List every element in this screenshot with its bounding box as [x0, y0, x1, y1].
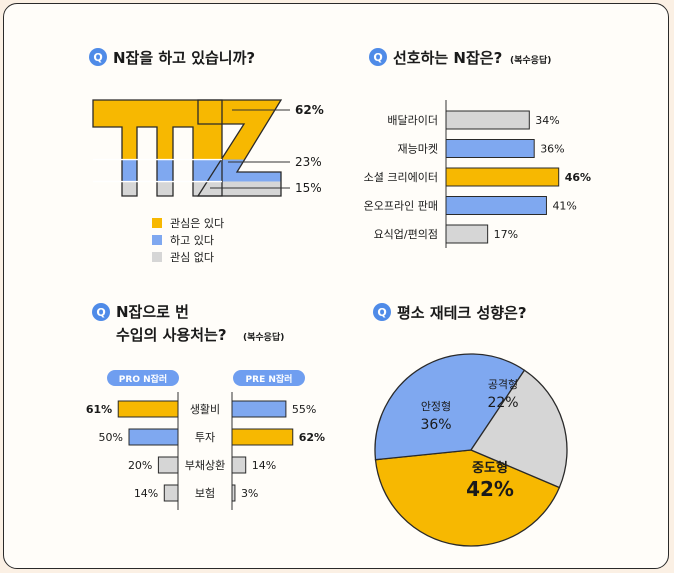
preferred-category-label-2: 재능마켓	[398, 143, 438, 156]
usage-value-label-pre-3: 14%	[252, 459, 276, 472]
usage-category-label-3: 부채상환	[185, 459, 225, 472]
pie-value-label-1: 42%	[466, 477, 514, 501]
preferred-bar-2	[445, 139, 535, 158]
preferred-category-label-5: 요식업/편의점	[374, 228, 438, 241]
q-badge-mz-circle	[89, 48, 107, 66]
mz-value-label-3: 15%	[295, 181, 322, 195]
preferred-bar-4	[445, 196, 547, 215]
usage-bar-pro-3	[157, 456, 179, 474]
usage-bar-pre-4	[231, 484, 236, 502]
usage-value-label-pro-4: 14%	[134, 487, 158, 500]
pie-slice-1	[374, 449, 561, 547]
mz-legend-label-1: 관심은 있다	[170, 217, 224, 230]
pie-value-label-3: 22%	[487, 395, 518, 411]
q-badge-preferred-letter: Q	[373, 51, 382, 64]
usage-pill-pro-label: PRO N잡러	[119, 373, 167, 385]
usage-bar-pre-2	[231, 428, 294, 446]
preferred-bar-3	[445, 167, 560, 187]
mz-legend-swatch-1	[152, 218, 162, 228]
usage-category-label-1: 생활비	[190, 402, 220, 416]
mz-band-interested	[93, 100, 281, 160]
pie-label-2: 안정형	[421, 400, 451, 413]
preferred-value-label-4: 41%	[552, 200, 576, 213]
q-badge-preferred-circle	[369, 48, 387, 66]
preferred-value-label-2: 36%	[540, 143, 564, 156]
usage-pill-pre-label: PRE N잡러	[246, 373, 293, 385]
usage-title-line2: 수입의 사용처는?	[116, 326, 227, 344]
pie-slice-3	[470, 369, 568, 489]
preferred-title: 선호하는 N잡은?	[393, 49, 502, 67]
preferred-category-label-1: 배달라이더	[387, 114, 438, 127]
mz-band-doing	[93, 159, 281, 182]
usage-value-label-pro-1: 61%	[86, 403, 112, 416]
preferred-value-label-3: 46%	[565, 171, 591, 184]
mz-legend-label-3: 관심 없다	[170, 251, 214, 264]
q-badge-invest-circle	[373, 303, 391, 321]
pie-value-label-2: 36%	[420, 417, 451, 433]
q-badge-invest-letter: Q	[377, 306, 386, 319]
pie-slice-2	[374, 353, 526, 461]
usage-title-line1: N잡으로 번	[116, 303, 189, 321]
mz-legend-swatch-2	[152, 235, 162, 245]
usage-category-label-4: 보험	[195, 487, 215, 500]
usage-bar-pre-1	[231, 400, 287, 418]
mz-band-not-interested	[93, 181, 281, 196]
usage-pill-pro	[107, 370, 179, 386]
usage-bar-pre-3	[231, 456, 247, 474]
usage-bar-pro-1	[117, 400, 179, 418]
preferred-bar-5	[445, 224, 489, 244]
usage-category-label-2: 투자	[195, 431, 215, 444]
mz-letter-z-outline	[196, 99, 283, 197]
mz-value-label-2: 23%	[295, 155, 322, 169]
q-badge-usage-letter: Q	[96, 306, 105, 319]
q-badge-usage-circle	[92, 303, 110, 321]
preferred-value-label-1: 34%	[535, 114, 559, 127]
preferred-value-label-5: 17%	[494, 228, 518, 241]
mz-value-label-1: 62%	[295, 103, 324, 117]
preferred-bar-1	[445, 110, 530, 130]
pie-label-3: 공격형	[488, 378, 518, 391]
pie-label-1: 중도형	[472, 460, 508, 476]
usage-pill-pre	[233, 370, 305, 386]
preferred-category-label-4: 온오프라인 판매	[364, 200, 438, 213]
usage-value-label-pre-4: 3%	[241, 487, 258, 500]
usage-bar-pro-2	[128, 428, 179, 446]
usage-value-label-pre-1: 55%	[292, 403, 316, 416]
usage-value-label-pre-2: 62%	[299, 431, 325, 444]
usage-subtitle: (복수응답)	[243, 331, 284, 343]
mz-legend-swatch-3	[152, 252, 162, 262]
q-badge-mz-letter: Q	[93, 51, 102, 64]
usage-value-label-pro-2: 50%	[99, 431, 123, 444]
preferred-subtitle: (복수응답)	[510, 54, 551, 66]
usage-bar-pro-4	[163, 484, 179, 502]
invest-title: 평소 재테크 성향은?	[397, 304, 527, 322]
mz-title: N잡을 하고 있습니까?	[113, 49, 255, 67]
usage-value-label-pro-3: 20%	[128, 459, 152, 472]
mz-legend-label-2: 하고 있다	[170, 233, 214, 247]
preferred-category-label-3: 소셜 크리에이터	[364, 171, 438, 184]
